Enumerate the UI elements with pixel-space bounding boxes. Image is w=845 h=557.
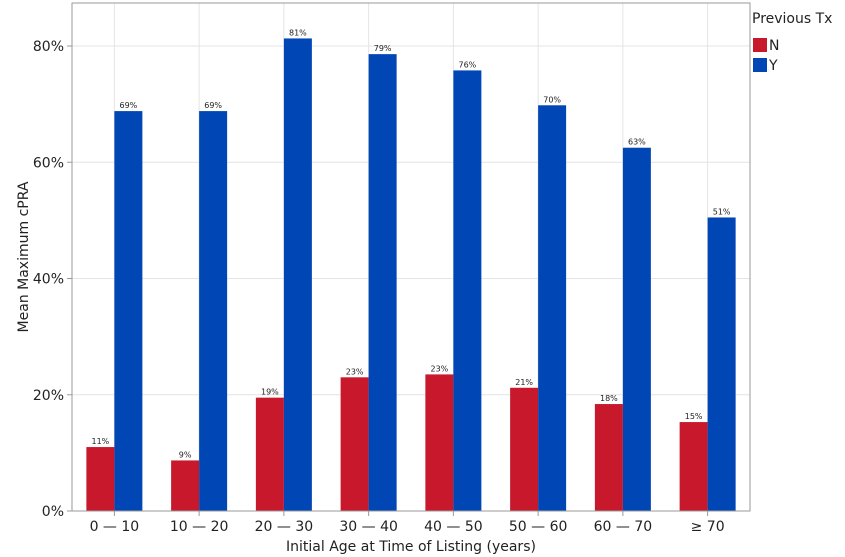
bar-n — [86, 447, 115, 511]
bars — [86, 38, 736, 511]
x-tick-label: 40 — 50 — [424, 519, 483, 535]
bar-y — [453, 70, 482, 511]
legend-swatch-y — [753, 58, 767, 72]
x-tick-label: 10 — 20 — [170, 519, 229, 535]
bar-n — [679, 422, 708, 511]
data-label: 69% — [119, 101, 137, 110]
data-label: 23% — [430, 364, 448, 373]
bar-y — [538, 105, 567, 511]
bar-y — [199, 111, 228, 511]
bar-n — [340, 377, 369, 511]
bar-n — [171, 460, 200, 511]
y-axis: 0% 20% 40% 60% 80% — [33, 39, 72, 520]
legend-swatch-n — [753, 38, 767, 52]
x-tick-label: 30 — 40 — [339, 519, 398, 535]
y-tick-label: 60% — [33, 155, 64, 171]
y-tick-label: 20% — [33, 388, 64, 404]
plot-frame — [71, 2, 751, 512]
data-label: 69% — [204, 101, 222, 110]
bar-n — [425, 374, 454, 511]
data-label: 81% — [289, 28, 307, 37]
y-tick-label: 0% — [42, 504, 64, 520]
data-label: 70% — [543, 95, 561, 104]
legend-label-y: Y — [768, 58, 778, 74]
data-label: 21% — [515, 378, 533, 387]
data-label: 19% — [261, 388, 279, 397]
data-label: 76% — [458, 60, 476, 69]
x-axis-title: Initial Age at Time of Listing (years) — [286, 539, 536, 555]
data-label: 79% — [374, 44, 392, 53]
y-axis-title: Mean Maximum cPRA — [16, 181, 32, 332]
bar-y — [114, 111, 143, 511]
x-axis: 0 — 10 10 — 20 20 — 30 30 — 40 40 — 50 50 — 6… — [90, 511, 725, 535]
data-label: 63% — [628, 138, 646, 147]
data-label: 51% — [713, 207, 731, 216]
bar-y — [622, 147, 651, 511]
data-label: 9% — [179, 450, 192, 459]
data-label: 18% — [600, 394, 618, 403]
data-label: 15% — [685, 412, 703, 421]
data-label: 11% — [91, 437, 109, 446]
y-tick-label: 80% — [33, 39, 64, 55]
legend: Previous Tx NY — [752, 11, 832, 74]
bar-y — [283, 38, 312, 511]
x-tick-label: 20 — 30 — [255, 519, 314, 535]
bar-n — [510, 387, 539, 511]
bar-y — [368, 54, 397, 511]
x-tick-label: 0 — 10 — [90, 519, 140, 535]
legend-title: Previous Tx — [752, 11, 832, 27]
legend-label-n: N — [769, 38, 779, 54]
data-label: 23% — [346, 367, 364, 376]
x-tick-label: ≥ 70 — [691, 519, 725, 535]
bar-n — [255, 397, 284, 511]
x-tick-label: 50 — 60 — [509, 519, 568, 535]
bar-n — [594, 404, 623, 511]
y-tick-label: 40% — [33, 272, 64, 288]
x-tick-label: 60 — 70 — [594, 519, 653, 535]
bar-y — [707, 217, 736, 511]
data-labels: 11% 69% 9% 69% 19% 81% 23% 79% 23% 76% 21% 70% 18% 63… — [91, 28, 730, 459]
